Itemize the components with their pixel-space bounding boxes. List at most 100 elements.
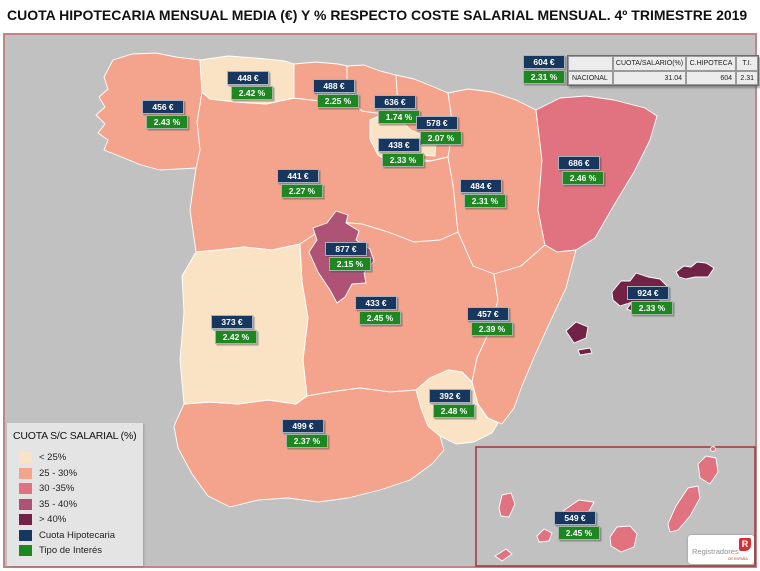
island-la-palma (498, 492, 516, 518)
interes-value: 2.45 % (558, 526, 600, 540)
interes-value: 2.33 % (382, 153, 424, 167)
cuota-value: 877 € (325, 242, 367, 256)
logo-text: Registradores (692, 547, 739, 556)
interes-value: 2.42 % (215, 330, 257, 344)
island-la-graciosa (710, 446, 716, 452)
registradores-logo: Registradores DE ESPAÑA R (688, 535, 754, 564)
cuota-value: 438 € (378, 138, 420, 152)
national-table: CUOTA/SALARIO(%) C.HIPOTECA T.I. NACIONA… (567, 55, 759, 86)
cuota-value: 499 € (282, 419, 324, 433)
badge-canarias: 549 €2.45 % (554, 511, 600, 540)
island-formentera (577, 347, 593, 356)
interes-value: 2.27 % (281, 184, 323, 198)
cuota-value: 457 € (467, 307, 509, 321)
legend-swatch (19, 514, 32, 526)
cuota-value: 604 € (523, 55, 565, 69)
legend: CUOTA S/C SALARIAL (%) < 25% 25 - 30% 30… (7, 423, 143, 566)
cuota-value: 373 € (211, 315, 253, 329)
table-header-c-hipoteca: C.HIPOTECA (686, 56, 736, 71)
table-value-c-hipoteca: 604 (686, 71, 736, 85)
table-value-ti: 2.31 (736, 71, 758, 85)
badge-extremadura: 373 €2.42 % (211, 315, 257, 344)
cuota-value: 924 € (627, 286, 669, 300)
table-header-cuota-salario: CUOTA/SALARIO(%) (613, 56, 686, 71)
legend-label: < 25% (39, 452, 67, 464)
interes-value: 2.15 % (329, 257, 371, 271)
interes-value: 2.31 % (523, 70, 565, 84)
legend-item: Cuota Hipotecaria (13, 528, 143, 544)
legend-label: 35 - 40% (39, 498, 78, 510)
legend-item: 35 - 40% (13, 497, 143, 513)
badge-pais-vasco: 636 €1.74 % (374, 95, 420, 124)
legend-label: Cuota Hipotecaria (39, 529, 116, 541)
legend-item: < 25% (13, 450, 143, 466)
island-ibiza (565, 321, 589, 344)
interes-value: 2.31 % (464, 194, 506, 208)
interes-value: 2.42 % (231, 86, 273, 100)
table-header-ti: T.I. (736, 56, 758, 71)
legend-item: 25 - 30% (13, 466, 143, 482)
badge-castilla-leon: 441 €2.27 % (277, 169, 323, 198)
legend-swatch (19, 498, 32, 510)
badge-asturias: 448 €2.42 % (227, 71, 273, 100)
badge-cataluna: 686 €2.46 % (558, 156, 604, 185)
cuota-value: 549 € (554, 511, 596, 525)
cuota-value: 484 € (460, 179, 502, 193)
badge-galicia: 456 €2.43 % (142, 100, 188, 129)
legend-swatch (19, 529, 32, 541)
legend-swatch (19, 467, 32, 479)
island-la-gomera (536, 528, 553, 543)
legend-item: > 40% (13, 512, 143, 528)
badge-la-rioja: 438 €2.33 % (378, 138, 424, 167)
badge-aragon: 484 €2.31 % (460, 179, 506, 208)
badge-madrid: 877 €2.15 % (325, 242, 371, 271)
island-menorca (675, 261, 715, 280)
cuota-value: 433 € (355, 296, 397, 310)
badge-valencia: 457 €2.39 % (467, 307, 513, 336)
legend-label: > 40% (39, 514, 67, 526)
badge-baleares: 924 €2.33 % (627, 286, 673, 315)
cuota-value: 456 € (142, 100, 184, 114)
island-lanzarote (697, 455, 719, 485)
badge-nacional: 604 € 2.31 % (523, 55, 565, 84)
legend-label: 30 -35% (39, 483, 75, 495)
island-gran-canaria (609, 525, 638, 553)
interes-value: 2.37 % (286, 434, 328, 448)
logo-r-icon: R (739, 538, 751, 551)
legend-swatch (19, 483, 32, 495)
interes-value: 2.43 % (146, 115, 188, 129)
interes-value: 2.48 % (433, 404, 475, 418)
legend-label: 25 - 30% (39, 467, 78, 479)
interes-value: 1.74 % (378, 110, 420, 124)
legend-swatch (19, 545, 32, 557)
interes-value: 2.25 % (317, 94, 359, 108)
interes-value: 2.45 % (359, 311, 401, 325)
badge-navarra: 578 €2.07 % (416, 116, 462, 145)
table-row-label: NACIONAL (568, 71, 613, 85)
cuota-value: 686 € (558, 156, 600, 170)
legend-title: CUOTA S/C SALARIAL (%) (13, 430, 137, 442)
badge-andalucia: 499 €2.37 % (282, 419, 328, 448)
legend-label: Tipo de Interés (39, 545, 103, 557)
interes-value: 2.46 % (562, 171, 604, 185)
table-cell-empty (568, 56, 613, 71)
legend-item: Tipo de Interés (13, 543, 143, 559)
interes-value: 2.33 % (631, 301, 673, 315)
legend-swatch (19, 452, 32, 464)
badge-castilla-la-mancha: 433 €2.45 % (355, 296, 401, 325)
table-value-cuota-salario: 31.04 (613, 71, 686, 85)
interes-value: 2.39 % (471, 322, 513, 336)
page-title: CUOTA HIPOTECARIA MENSUAL MEDIA (€) Y % … (7, 7, 748, 23)
cuota-value: 636 € (374, 95, 416, 109)
cuota-value: 488 € (313, 79, 355, 93)
legend-item: 30 -35% (13, 481, 143, 497)
interes-value: 2.07 % (420, 131, 462, 145)
logo-subtext: DE ESPAÑA (728, 556, 748, 561)
island-el-hierro (494, 548, 513, 562)
cuota-value: 448 € (227, 71, 269, 85)
canarias-inset-box (475, 446, 756, 567)
cuota-value: 578 € (416, 116, 458, 130)
island-fuerteventura (667, 485, 701, 533)
cuota-value: 441 € (277, 169, 319, 183)
